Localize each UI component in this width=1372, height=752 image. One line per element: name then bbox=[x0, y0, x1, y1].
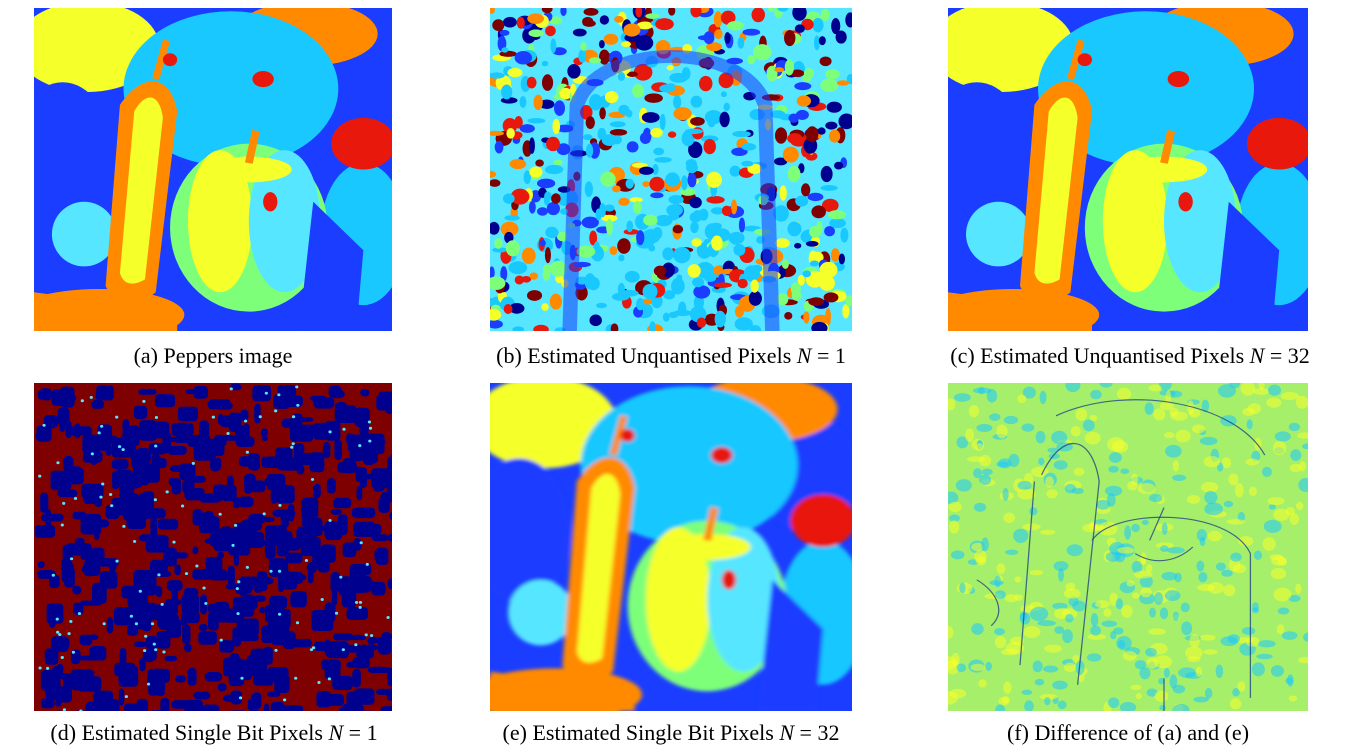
caption-text: Difference of (a) and (e) bbox=[1034, 720, 1249, 745]
caption-math-var: N bbox=[328, 720, 343, 745]
caption-label: (b) bbox=[496, 343, 522, 368]
caption-text: Peppers image bbox=[164, 343, 293, 368]
unquantised-n1-image bbox=[490, 8, 852, 331]
caption-text: Estimated Single Bit Pixels bbox=[532, 720, 773, 745]
caption-label: (a) bbox=[134, 343, 158, 368]
caption-f: (f) Difference of (a) and (e) bbox=[948, 720, 1308, 746]
single-bit-n32-image bbox=[490, 383, 852, 711]
caption-math-var: N bbox=[779, 720, 794, 745]
caption-math-value: 32 bbox=[817, 720, 839, 745]
difference-image bbox=[948, 383, 1308, 711]
unquantised-n32-image bbox=[948, 8, 1308, 331]
caption-math-value: 1 bbox=[835, 343, 846, 368]
caption-label: (d) bbox=[50, 720, 76, 745]
caption-math-var: N bbox=[1250, 343, 1265, 368]
caption-math-value: 1 bbox=[367, 720, 378, 745]
caption-text: Estimated Unquantised Pixels bbox=[980, 343, 1244, 368]
peppers-image bbox=[34, 8, 392, 331]
caption-b: (b) Estimated Unquantised Pixels N = 1 bbox=[448, 343, 894, 369]
caption-math-var: N bbox=[797, 343, 812, 368]
caption-label: (e) bbox=[503, 720, 527, 745]
caption-math-value: 32 bbox=[1288, 343, 1310, 368]
caption-text: Estimated Unquantised Pixels bbox=[527, 343, 791, 368]
caption-text: Estimated Single Bit Pixels bbox=[82, 720, 323, 745]
caption-d: (d) Estimated Single Bit Pixels N = 1 bbox=[0, 720, 428, 746]
caption-a: (a) Peppers image bbox=[34, 343, 392, 369]
caption-e: (e) Estimated Single Bit Pixels N = 32 bbox=[448, 720, 894, 746]
single-bit-n1-image bbox=[34, 383, 392, 711]
caption-label: (c) bbox=[950, 343, 974, 368]
caption-label: (f) bbox=[1007, 720, 1029, 745]
caption-c: (c) Estimated Unquantised Pixels N = 32 bbox=[900, 343, 1360, 369]
